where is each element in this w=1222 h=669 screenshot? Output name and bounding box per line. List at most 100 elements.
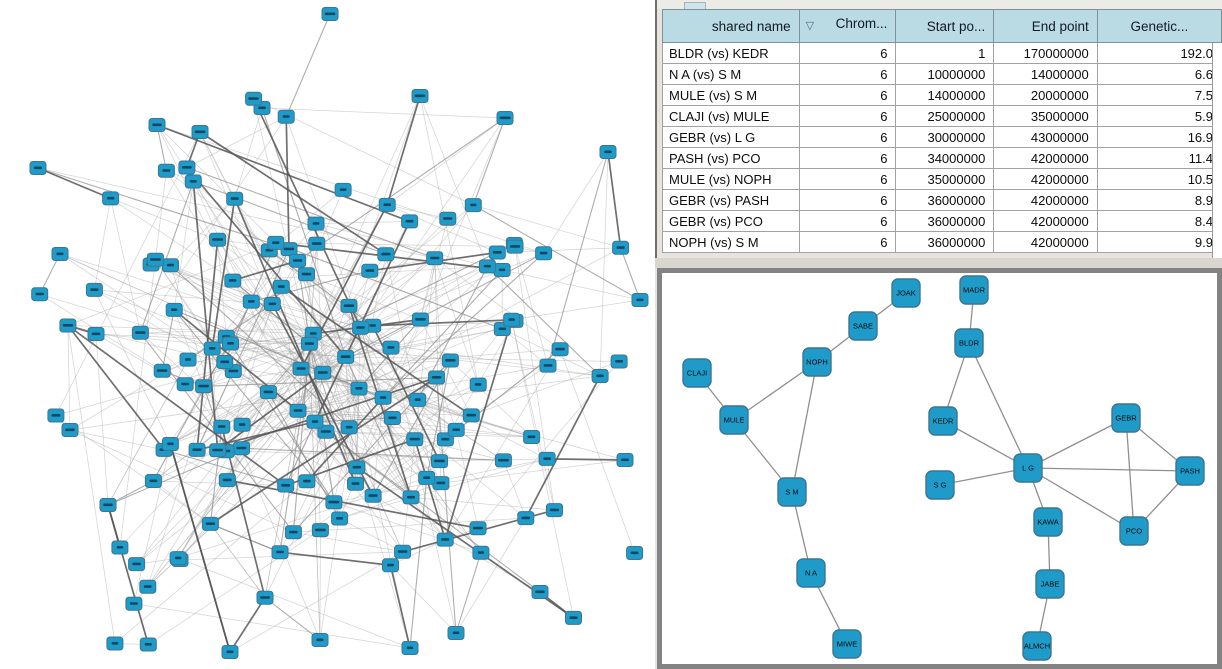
network-node[interactable] <box>374 390 392 405</box>
subnetwork-edge-BLDR-LG[interactable] <box>968 342 1029 469</box>
network-node[interactable] <box>263 297 281 311</box>
network-node[interactable] <box>102 191 120 206</box>
table-row[interactable]: MULE (vs) S M 6 14000000 20000000 7.5 <box>662 84 1222 106</box>
network-node[interactable] <box>128 557 146 572</box>
network-node[interactable] <box>523 430 541 444</box>
network-node[interactable] <box>317 424 335 439</box>
panel-splitter[interactable] <box>655 0 657 258</box>
subnetwork-canvas[interactable]: JOAK SABE NOPH CLAJI MULE S M N A MIWE MADR BLDR K… <box>662 273 1217 664</box>
network-node[interactable] <box>307 216 325 231</box>
filter-icon[interactable]: ▽ <box>805 20 815 32</box>
subnetwork-node-NOPH[interactable]: NOPH <box>802 347 832 377</box>
column-header-chromosome[interactable]: ▽ Chrom... <box>798 9 897 43</box>
subnetwork-node-JABE[interactable]: JABE <box>1035 569 1065 599</box>
network-node[interactable] <box>226 191 244 206</box>
network-node[interactable] <box>626 546 644 560</box>
subnetwork-node-MIWE[interactable]: MIWE <box>832 629 862 659</box>
network-node[interactable] <box>131 325 149 340</box>
network-node[interactable] <box>99 498 117 512</box>
network-node[interactable] <box>271 545 289 560</box>
network-node[interactable] <box>535 246 553 261</box>
subnetwork-node-PASH[interactable]: PASH <box>1175 456 1205 486</box>
network-node[interactable] <box>61 423 79 437</box>
network-node[interactable] <box>493 263 511 277</box>
table-row[interactable]: N A (vs) S M 6 10000000 14000000 6.6 <box>662 63 1222 85</box>
network-node[interactable] <box>406 432 424 447</box>
network-node[interactable] <box>517 511 535 526</box>
column-header-start-point[interactable]: Start po... <box>895 9 995 43</box>
network-node[interactable] <box>209 443 227 458</box>
network-node[interactable] <box>259 385 277 400</box>
network-node[interactable] <box>314 365 332 380</box>
network-node[interactable] <box>178 160 196 175</box>
network-node[interactable] <box>298 474 316 489</box>
network-node[interactable] <box>616 453 634 467</box>
network-node[interactable] <box>31 287 49 302</box>
network-node[interactable] <box>462 408 480 423</box>
table-row[interactable]: GEBR (vs) PCO 6 36000000 42000000 8.4 <box>662 210 1222 232</box>
network-node[interactable] <box>125 596 143 611</box>
network-node[interactable] <box>377 247 395 262</box>
network-node[interactable] <box>184 174 202 189</box>
subnetwork-node-PCO[interactable]: PCO <box>1119 516 1149 546</box>
network-node[interactable] <box>224 273 242 288</box>
network-node[interactable] <box>209 232 227 247</box>
network-node[interactable] <box>591 369 609 383</box>
network-node[interactable] <box>153 363 171 378</box>
network-node[interactable] <box>631 293 649 307</box>
network-node[interactable] <box>161 437 179 451</box>
network-node[interactable] <box>551 342 569 357</box>
network-node[interactable] <box>213 419 231 434</box>
network-node[interactable] <box>340 420 358 435</box>
network-node[interactable] <box>233 417 251 432</box>
network-node[interactable] <box>139 579 157 594</box>
network-node[interactable] <box>311 633 329 647</box>
network-node[interactable] <box>277 478 295 493</box>
main-network-canvas[interactable] <box>0 0 655 669</box>
table-row[interactable]: BLDR (vs) KEDR 6 1 170000000 192.0 <box>662 42 1222 64</box>
network-node[interactable] <box>245 91 263 106</box>
network-node[interactable] <box>538 451 556 466</box>
table-row[interactable]: PASH (vs) PCO 6 34000000 42000000 11.4 <box>662 147 1222 169</box>
network-node[interactable] <box>331 511 349 526</box>
network-node[interactable] <box>469 377 487 392</box>
subnetwork-node-CLAJI[interactable]: CLAJI <box>682 358 712 388</box>
subnetwork-edge-LG-PCO[interactable] <box>1027 467 1135 532</box>
table-scrollbar-gutter[interactable] <box>1212 43 1222 258</box>
network-node[interactable] <box>47 408 65 423</box>
network-node[interactable] <box>546 503 563 518</box>
network-node[interactable] <box>162 258 179 273</box>
network-node[interactable] <box>418 470 436 485</box>
network-node[interactable] <box>106 636 124 651</box>
column-header-genetic[interactable]: Genetic... <box>1096 9 1222 43</box>
network-node[interactable] <box>431 454 448 469</box>
network-node[interactable] <box>347 476 364 491</box>
network-node[interactable] <box>289 253 307 268</box>
table-row[interactable]: MULE (vs) NOPH 6 35000000 42000000 10.5 <box>662 168 1222 190</box>
subnetwork-node-SABE[interactable]: SABE <box>848 311 878 341</box>
network-node[interactable] <box>233 441 250 456</box>
subnetwork-node-GEBR[interactable]: GEBR <box>1111 403 1141 433</box>
network-node[interactable] <box>289 403 307 418</box>
subnetwork-node-LG[interactable]: L G <box>1013 453 1043 483</box>
network-node[interactable] <box>148 118 166 132</box>
network-node[interactable] <box>85 282 103 297</box>
network-node[interactable] <box>111 540 129 555</box>
network-node[interactable] <box>51 247 69 261</box>
network-node[interactable] <box>87 327 105 341</box>
column-header-shared-name[interactable]: shared name <box>662 9 800 43</box>
network-node[interactable] <box>321 7 339 21</box>
network-node[interactable] <box>350 381 368 396</box>
network-node[interactable] <box>409 392 427 407</box>
network-node[interactable] <box>411 89 429 103</box>
network-node[interactable] <box>306 414 324 429</box>
network-node[interactable] <box>29 161 47 175</box>
table-row[interactable]: NOPH (vs) S M 6 36000000 42000000 9.9 <box>662 231 1222 253</box>
network-node[interactable] <box>144 474 162 488</box>
network-node[interactable] <box>539 358 557 373</box>
network-node[interactable] <box>216 355 234 369</box>
network-node[interactable] <box>441 353 459 368</box>
network-node[interactable] <box>179 352 197 367</box>
subnetwork-edge-NOPH-SM[interactable] <box>791 361 818 493</box>
network-node[interactable] <box>394 544 412 559</box>
